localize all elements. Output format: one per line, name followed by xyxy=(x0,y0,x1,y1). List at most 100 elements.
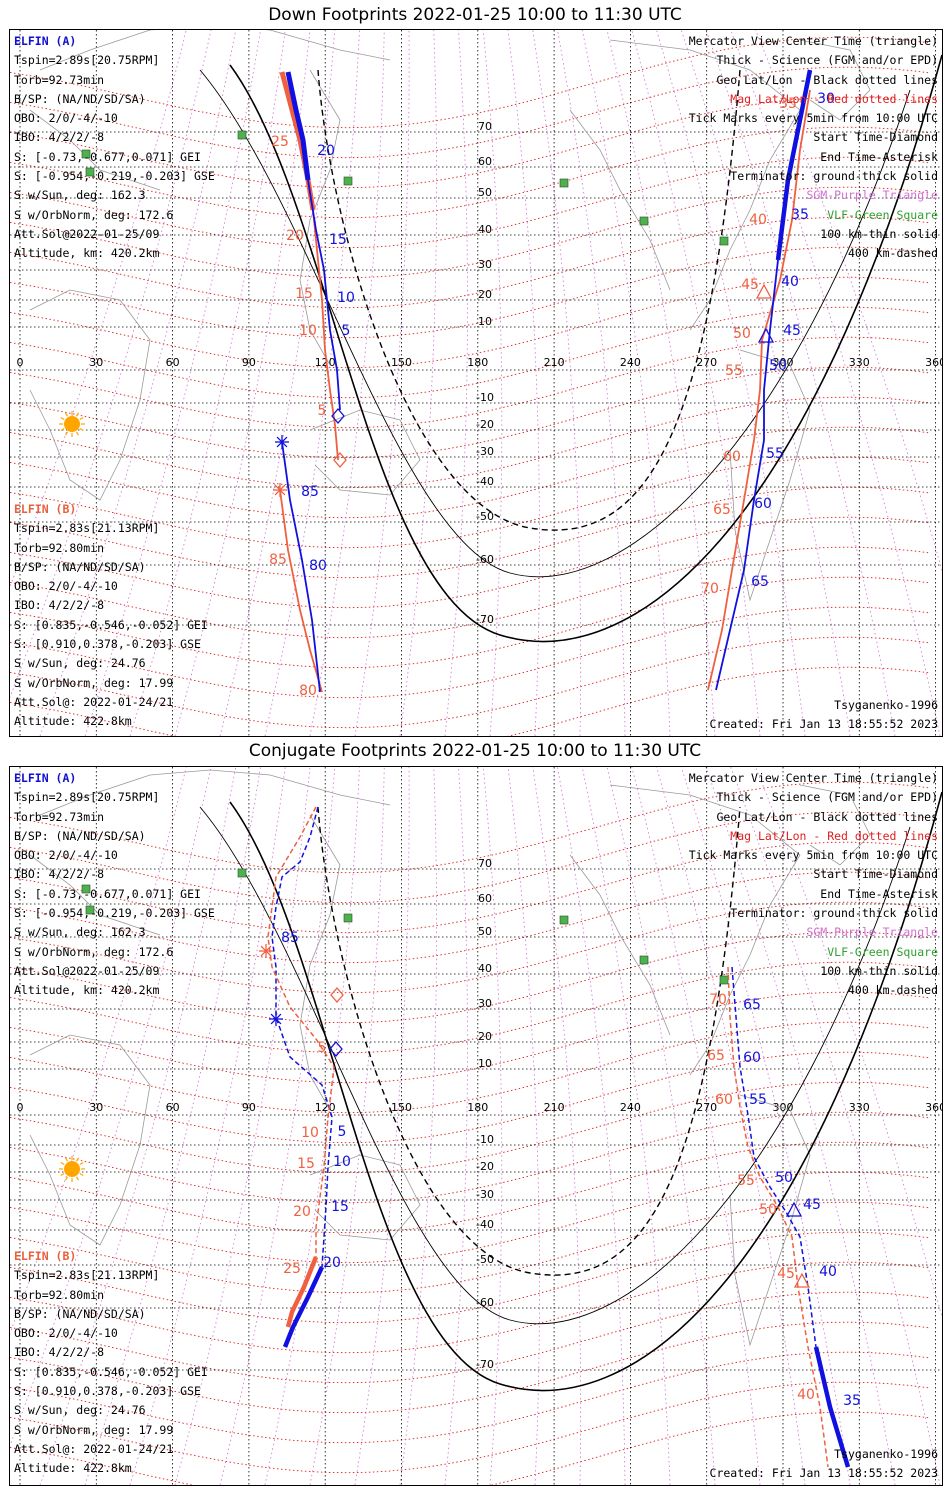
mag-lon-line xyxy=(557,767,626,1485)
vlf-station-icon xyxy=(343,913,353,923)
lat-tick-label: -60 xyxy=(476,1296,494,1309)
elfin-b-tick-label: 20 xyxy=(286,228,304,244)
lat-tick-label: 40 xyxy=(478,223,492,236)
elfin-b-tick-label: 20 xyxy=(293,1204,311,1220)
coastline xyxy=(29,289,151,501)
info-line: B/SP: (NA/ND/SD/SA) xyxy=(14,1306,146,1321)
mag-lat-line xyxy=(10,36,931,129)
coastline xyxy=(29,854,161,936)
map-canvas[interactable]: 0306090120150180210240270300330360706050… xyxy=(10,767,942,1485)
elfin-b-tick-label: 15 xyxy=(295,286,313,302)
mag-lon-line xyxy=(399,30,438,736)
legend-entry: End Time-Asterisk xyxy=(820,886,938,901)
mag-lon-line xyxy=(755,767,942,1319)
lat-tick-label: 50 xyxy=(478,925,492,938)
mag-lon-line xyxy=(444,767,468,1485)
sun-ray xyxy=(64,1157,69,1162)
coastline xyxy=(569,854,671,1036)
mag-lat-line xyxy=(10,366,931,459)
legend-entry: Mag Lat/Lon - Red dotted lines xyxy=(730,828,938,843)
info-line: S w/OrbNorm, deg: 17.99 xyxy=(14,675,174,690)
elfin-b-science-track xyxy=(285,1256,319,1328)
mag-lat-line xyxy=(10,781,931,874)
mag-lat-line xyxy=(10,546,931,639)
legend-entry: Terminator: ground-thick solid xyxy=(730,906,938,921)
sun-icon xyxy=(64,1161,80,1177)
mag-lat-line xyxy=(10,666,931,736)
center-time-triangle-icon xyxy=(793,1272,811,1288)
info-line: OBO: 2/0/-4/-10 xyxy=(14,579,118,594)
mag-lat-line xyxy=(10,1321,931,1414)
info-line: S: [-0.954,-0.219,-0.203] GSE xyxy=(14,169,215,184)
elfin-a-tick-label: 45 xyxy=(803,1197,821,1213)
info-line: Altitude: 422.8km xyxy=(14,714,132,729)
mag-lon-line xyxy=(309,767,385,1485)
legend-entry: 400 km-dashed xyxy=(847,983,938,998)
lat-tick-label: 70 xyxy=(478,857,492,870)
mag-lon-line xyxy=(532,30,582,736)
legend-entry: Geo Lat/Lon - Black dotted lines xyxy=(716,72,938,87)
mag-lat-line xyxy=(10,811,931,904)
lat-tick-label: 60 xyxy=(478,892,492,905)
lon-tick-label: 210 xyxy=(544,356,565,369)
lat-tick-label: 60 xyxy=(478,155,492,168)
vlf-station-icon xyxy=(85,167,95,177)
lat-tick-label: 30 xyxy=(478,258,492,271)
mag-lat-line xyxy=(10,516,931,609)
mag-lat-line xyxy=(10,841,931,934)
lat-tick-label: 20 xyxy=(478,288,492,301)
legend-entry: Mercator View Center Time (triangle) xyxy=(688,34,938,48)
elfin-a-tick-label: 20 xyxy=(323,1255,341,1271)
info-line: B/SP: (NA/ND/SD/SA) xyxy=(14,559,146,574)
mag-lon-line xyxy=(680,767,851,1485)
elfin-b-tick-label: 45 xyxy=(741,277,759,293)
lon-tick-label: 330 xyxy=(849,1101,870,1114)
elfin-a-tick-label: 55 xyxy=(749,1092,767,1108)
sun-ray xyxy=(60,416,65,421)
spacecraft-name: ELFIN (A) xyxy=(14,34,77,48)
elfin-a-science-track xyxy=(282,1266,325,1348)
elfin-a-tick-label: 50 xyxy=(775,1170,793,1186)
legend: Mercator View Center Time (triangle) Thic… xyxy=(689,32,938,264)
lat-tick-label: 10 xyxy=(478,1057,492,1070)
sun-ray xyxy=(75,431,80,436)
center-time-triangle-icon xyxy=(785,1201,803,1217)
created-timestamp: Created: Fri Jan 13 18:55:52 2023 xyxy=(709,1466,938,1480)
info-line: Tspin=2.89s[20.75RPM] xyxy=(14,790,160,805)
mag-lon-line xyxy=(606,30,716,736)
lat-tick-label: -70 xyxy=(476,613,494,626)
sun-ray xyxy=(79,1161,84,1166)
lat-tick-label: -20 xyxy=(476,1160,494,1173)
lon-tick-label: 0 xyxy=(17,1101,24,1114)
elfin-b-tick-label: 10 xyxy=(299,323,317,339)
mag-lon-line xyxy=(264,30,360,736)
vlf-station-icon xyxy=(559,178,569,188)
elfin-a-tick-label: 10 xyxy=(333,1154,351,1170)
lon-tick-label: 90 xyxy=(242,1101,256,1114)
mag-lon-line xyxy=(10,767,187,1335)
mag-lon-line xyxy=(219,30,336,736)
sun-ray xyxy=(64,412,69,417)
info-line: Tspin=2.83s[21.13RPM] xyxy=(14,1268,160,1283)
mag-lon-line xyxy=(532,767,582,1485)
coastline xyxy=(729,1094,811,1347)
lon-tick-label: 30 xyxy=(89,1101,103,1114)
info-line: Altitude: 422.8km xyxy=(14,1461,132,1476)
lon-tick-label: 360 xyxy=(925,1101,942,1114)
legend-entry: Mercator View Center Time (triangle) xyxy=(688,771,938,785)
info-line: Torb=92.80min xyxy=(14,1287,105,1302)
lon-tick-label: 0 xyxy=(17,356,24,369)
coastline xyxy=(29,109,161,191)
elfin-a-science-track xyxy=(775,69,813,261)
legend-entry: SGM-Purple Triangle xyxy=(806,925,938,940)
terminator-400km xyxy=(317,69,741,531)
panel-title: Down Footprints 2022-01-25 10:00 to 11:3… xyxy=(268,5,682,25)
mag-lon-line xyxy=(581,767,671,1485)
end-time-asterisk-icon xyxy=(270,1013,282,1025)
center-time-triangle-icon xyxy=(755,283,773,299)
map-canvas[interactable]: 0306090120150180210240270300330360706050… xyxy=(10,30,942,736)
elfin-b-tick-label: 45 xyxy=(777,1266,795,1282)
legend-entry: Thick - Science (FGM and/or EPD) xyxy=(716,53,938,68)
lon-tick-label: 360 xyxy=(925,356,942,369)
elfin-a-tick-label: 65 xyxy=(751,574,769,590)
